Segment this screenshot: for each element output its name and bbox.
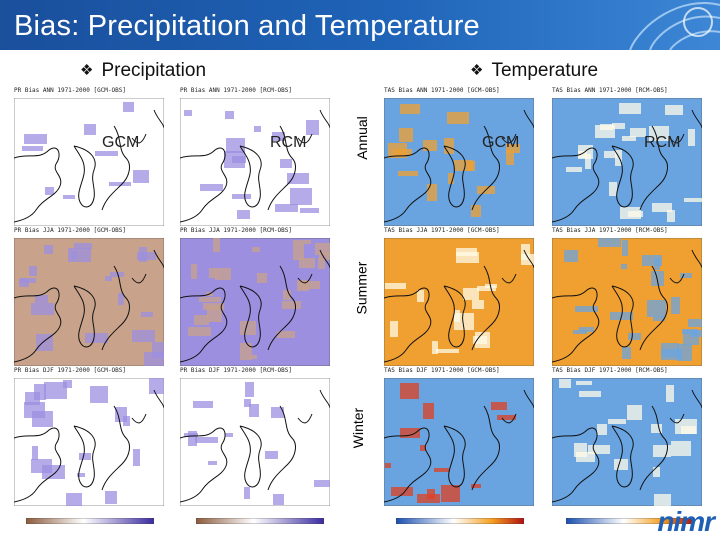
map-pr-annual-rcm: PR Bias ANN 1971-2000 [RCM-OBS]	[180, 87, 330, 238]
temperature-heading: ❖ Temperature	[470, 60, 598, 82]
panel-title: PR Bias JJA 1971-2000 [RCM-OBS]	[180, 227, 292, 234]
map-pr-summer-rcm: PR Bias JJA 1971-2000 [RCM-OBS]	[180, 227, 330, 378]
panel-title: PR Bias DJF 1971-2000 [RCM-OBS]	[180, 367, 292, 374]
panel-title: TAS Bias JJA 1971-2000 [RCM-OBS]	[552, 227, 668, 234]
label-rcm-temp: RCM	[644, 134, 681, 151]
map-tas-summer-rcm: TAS Bias JJA 1971-2000 [RCM-OBS]	[552, 227, 702, 378]
panel-title: TAS Bias DJF 1971-2000 [GCM-OBS]	[384, 367, 500, 374]
row-label-annual: Annual	[353, 116, 370, 160]
panel-title: PR Bias ANN 1971-2000 [GCM-OBS]	[14, 87, 126, 94]
bullet-diamond-icon: ❖	[470, 62, 484, 79]
map-tas-winter-rcm: TAS Bias DJF 1971-2000 [RCM-OBS]	[552, 367, 702, 518]
colorbar-temp-gcm	[396, 518, 524, 524]
map-pr-winter-gcm: PR Bias DJF 1971-2000 [GCM-OBS]	[14, 367, 164, 518]
slide-title: Bias: Precipitation and Temperature	[14, 10, 480, 42]
label-gcm-precip: GCM	[102, 134, 140, 151]
nimr-logo: nimr	[657, 506, 715, 537]
panel-title: TAS Bias DJF 1971-2000 [RCM-OBS]	[552, 367, 668, 374]
precipitation-heading: ❖ Precipitation	[80, 60, 206, 82]
map-tas-annual-gcm: TAS Bias ANN 1971-2000 [GCM-OBS]	[384, 87, 534, 238]
map-tas-summer-gcm: TAS Bias JJA 1971-2000 [GCM-OBS]	[384, 227, 534, 378]
map-tas-annual-rcm: TAS Bias ANN 1971-2000 [RCM-OBS]	[552, 87, 702, 238]
row-label-summer: Summer	[353, 261, 370, 315]
decorative-swirl-icon	[629, 2, 720, 50]
panel-title: PR Bias DJF 1971-2000 [GCM-OBS]	[14, 367, 126, 374]
colorbar-precip-gcm	[26, 518, 154, 524]
row-label-winter: Winter	[350, 407, 367, 449]
colorbar-temp-rcm	[566, 518, 694, 524]
colorbar-precip-rcm	[196, 518, 324, 524]
panel-title: TAS Bias JJA 1971-2000 [GCM-OBS]	[384, 227, 500, 234]
map-pr-winter-rcm: PR Bias DJF 1971-2000 [RCM-OBS]	[180, 367, 330, 518]
map-pr-annual-gcm: PR Bias ANN 1971-2000 [GCM-OBS]	[14, 87, 164, 238]
bullet-diamond-icon: ❖	[80, 62, 94, 79]
panel-title: PR Bias JJA 1971-2000 [GCM-OBS]	[14, 227, 126, 234]
label-gcm-temp: GCM	[482, 134, 520, 151]
temperature-heading-text: Temperature	[491, 60, 599, 81]
map-tas-winter-gcm: TAS Bias DJF 1971-2000 [GCM-OBS]	[384, 367, 534, 518]
map-pr-summer-gcm: PR Bias JJA 1971-2000 [GCM-OBS]	[14, 227, 164, 378]
panel-title: TAS Bias ANN 1971-2000 [GCM-OBS]	[384, 87, 500, 94]
label-rcm-precip: RCM	[270, 134, 307, 151]
precipitation-heading-text: Precipitation	[101, 60, 207, 81]
panel-title: PR Bias ANN 1971-2000 [RCM-OBS]	[180, 87, 292, 94]
panel-title: TAS Bias ANN 1971-2000 [RCM-OBS]	[552, 87, 668, 94]
title-bar: Bias: Precipitation and Temperature	[0, 0, 720, 50]
